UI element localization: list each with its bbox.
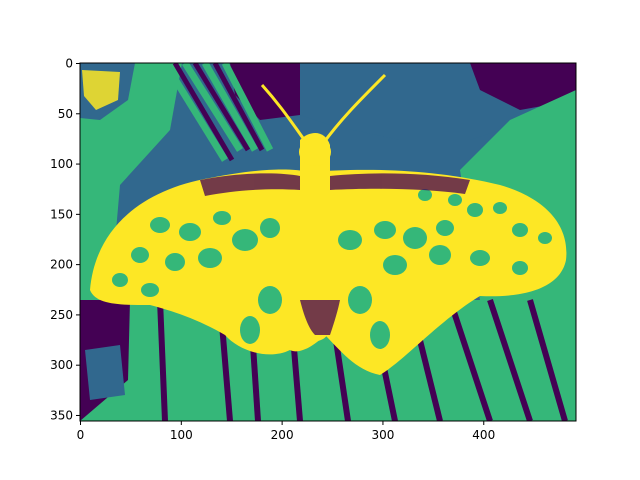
butterfly-antennae [260,73,387,146]
y-tick-label: 300 [50,358,73,372]
dark-region-top-right [470,63,576,110]
y-tick-label: 50 [58,107,73,121]
heatmap-image [80,63,576,421]
wing-speckles [200,173,470,335]
y-tick-label: 200 [50,258,73,272]
axes-frame [79,62,577,422]
butterfly-body [300,133,330,342]
y-tick-label: 100 [50,157,73,171]
teal-patch-bottom-left [85,345,125,400]
x-tick-label: 300 [371,428,394,442]
y-tick-label: 150 [50,207,73,221]
y-tick-label: 250 [50,308,73,322]
y-tick-label: 0 [65,57,73,71]
leaf-stripes-top [162,63,274,162]
x-axis-ticks: 0 100 200 300 400 [77,421,495,442]
x-tick-label: 0 [77,428,85,442]
dark-stripes-top [172,63,265,162]
wing-spots [112,189,552,349]
yellow-patch-top-left [82,70,120,110]
x-tick-label: 100 [170,428,193,442]
butterfly-head [299,138,331,166]
y-axis-ticks: 0 50 100 150 200 250 300 350 [50,57,80,422]
x-tick-label: 200 [271,428,294,442]
x-tick-label: 400 [472,428,495,442]
y-tick-label: 350 [50,408,73,422]
